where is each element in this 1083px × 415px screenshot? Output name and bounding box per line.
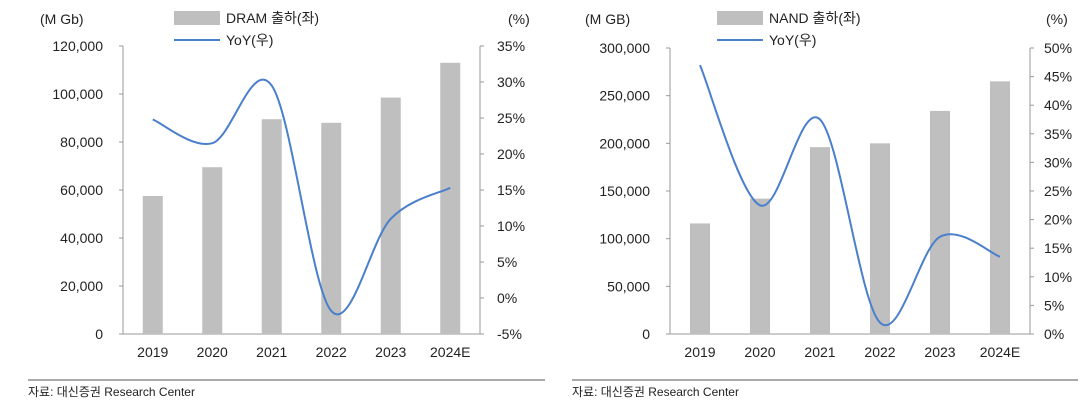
- right-tick-label: 50%: [1044, 40, 1072, 56]
- right-tick-label: 40%: [1044, 97, 1072, 113]
- right-tick-label: 45%: [1044, 69, 1072, 85]
- right-tick-label: 0%: [1044, 326, 1064, 342]
- bar-2023: [930, 110, 950, 334]
- left-tick-label: 200,000: [599, 135, 650, 151]
- left-tick-label: 60,000: [60, 182, 103, 198]
- right-tick-label: 30%: [1044, 154, 1072, 170]
- legend-bar-swatch: [174, 11, 220, 25]
- bar-2019: [142, 196, 163, 334]
- left-tick-label: 150,000: [599, 183, 650, 199]
- left-tick-label: 80,000: [60, 134, 103, 150]
- legend-bar-label: NAND 출하(좌): [769, 10, 861, 26]
- left-tick-label: 300,000: [599, 40, 650, 56]
- source-note: 자료: 대신증권 Research Center: [572, 385, 739, 399]
- right-tick-label: 0%: [497, 290, 517, 306]
- left-tick-label: 0: [95, 326, 103, 342]
- legend-bar-swatch: [717, 11, 763, 25]
- left-tick-label: 20,000: [60, 278, 103, 294]
- x-tick-label: 2021: [804, 344, 835, 360]
- right-tick-label: 15%: [497, 182, 525, 198]
- right-tick-label: 5%: [1044, 297, 1064, 313]
- right-tick-label: 5%: [497, 254, 517, 270]
- chart-nand: 0 50,000 100,000 150,000 200,000 250,000 300,0…: [572, 10, 1072, 399]
- chart-dram: 0 20,000 40,000 60,000 80,000 100,000 120,000 -…: [28, 10, 530, 399]
- x-tick-label: 2019: [137, 344, 168, 360]
- bar-2019: [690, 223, 710, 334]
- right-tick-label: 10%: [497, 218, 525, 234]
- legend-line-label: YoY(우): [226, 32, 273, 48]
- left-tick-label: 0: [642, 326, 650, 342]
- right-tick-label: 35%: [1044, 126, 1072, 142]
- x-tick-label: 2019: [684, 344, 715, 360]
- left-unit-label: (M GB): [585, 11, 630, 27]
- x-tick-label: 2020: [197, 344, 228, 360]
- x-tick-label: 2024E: [430, 344, 470, 360]
- right-tick-label: 25%: [497, 110, 525, 126]
- bar-2024E: [990, 81, 1010, 334]
- left-unit-label: (M Gb): [40, 11, 84, 27]
- source-note: 자료: 대신증권 Research Center: [28, 385, 195, 399]
- bar-2020: [202, 167, 223, 334]
- bar-2022: [870, 143, 890, 334]
- right-tick-label: -5%: [497, 326, 522, 342]
- x-tick-label: 2022: [864, 344, 895, 360]
- left-tick-label: 100,000: [52, 86, 103, 102]
- bar-2023: [380, 97, 401, 334]
- right-tick-label: 25%: [1044, 183, 1072, 199]
- right-tick-label: 20%: [1044, 212, 1072, 228]
- x-tick-label: 2024E: [980, 344, 1020, 360]
- left-tick-label: 120,000: [52, 38, 103, 54]
- x-tick-label: 2023: [924, 344, 955, 360]
- bar-2021: [810, 147, 830, 334]
- bar-2022: [321, 122, 342, 334]
- right-tick-label: 20%: [497, 146, 525, 162]
- right-tick-label: 10%: [1044, 269, 1072, 285]
- right-unit-label: (%): [1046, 11, 1068, 27]
- right-tick-label: 30%: [497, 74, 525, 90]
- right-tick-label: 15%: [1044, 240, 1072, 256]
- x-tick-label: 2021: [256, 344, 287, 360]
- left-tick-label: 50,000: [607, 278, 650, 294]
- legend-bar-label: DRAM 출하(좌): [226, 10, 319, 26]
- right-unit-label: (%): [508, 11, 530, 27]
- x-tick-label: 2020: [744, 344, 775, 360]
- left-tick-label: 250,000: [599, 88, 650, 104]
- bar-2021: [261, 119, 282, 334]
- legend-line-label: YoY(우): [769, 32, 816, 48]
- x-tick-label: 2023: [375, 344, 406, 360]
- x-tick-label: 2022: [316, 344, 347, 360]
- left-tick-label: 40,000: [60, 230, 103, 246]
- yoy-line: [699, 64, 1001, 327]
- right-tick-label: 35%: [497, 38, 525, 54]
- bar-2024E: [440, 62, 461, 335]
- bar-2020: [750, 198, 770, 334]
- yoy-line: [152, 78, 451, 316]
- left-tick-label: 100,000: [599, 231, 650, 247]
